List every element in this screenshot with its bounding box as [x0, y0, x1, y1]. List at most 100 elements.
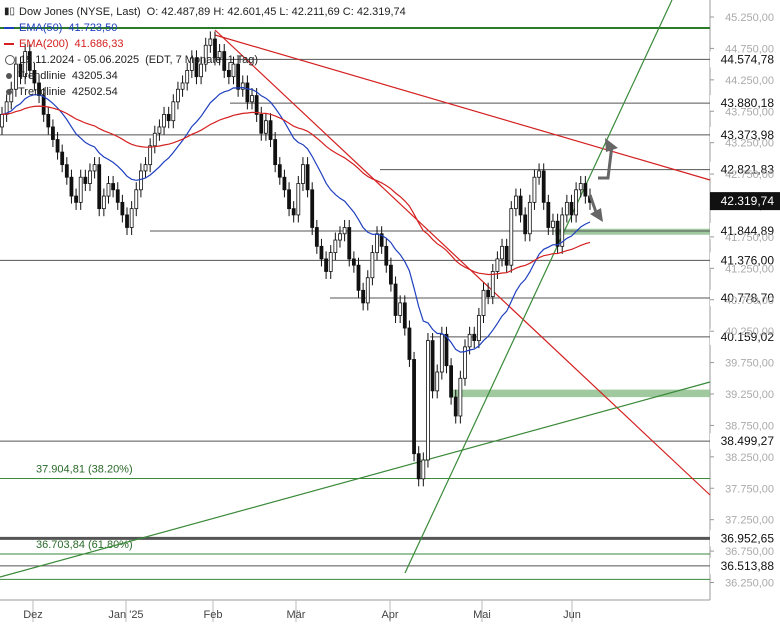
- candle-body: [203, 44, 208, 65]
- x-tick-label: Mai: [473, 609, 491, 621]
- candle-body: [97, 164, 102, 210]
- ema50-line: [1, 86, 591, 353]
- candle-body: [574, 189, 579, 216]
- candle-body: [236, 63, 241, 90]
- candle-body: [176, 88, 180, 103]
- candle-body: [333, 239, 338, 254]
- candle-body: [314, 227, 319, 247]
- trendlines: [0, 0, 711, 578]
- candle-body: [69, 176, 74, 197]
- candle-body: [46, 113, 51, 128]
- y-tick-label: 36.750,00: [725, 546, 774, 558]
- candle-body: [240, 82, 245, 90]
- candle-body: [402, 302, 407, 329]
- legend-trend2-row: Trendlinie 42502.54: [4, 84, 406, 100]
- candle-body: [277, 164, 282, 178]
- candle-body: [578, 183, 583, 191]
- candle-body: [416, 453, 421, 480]
- ema200-swatch-icon: [4, 43, 14, 45]
- legend-ema50-row: EMA(50) 41.723,50: [4, 20, 406, 36]
- candle-body: [375, 233, 379, 254]
- candle-body: [569, 201, 574, 216]
- candle-body: [389, 264, 393, 285]
- support-zone: [555, 228, 710, 235]
- candle-body: [282, 176, 287, 191]
- candle-body: [152, 132, 157, 147]
- price-level-label: 36.952,65: [721, 531, 775, 545]
- candle-body: [514, 195, 518, 210]
- price-level-label-bg: [710, 161, 780, 178]
- ema50-label: EMA(50): [19, 22, 63, 34]
- legend-ema200-row: EMA(200) 41.686,33: [4, 36, 406, 52]
- instrument-title: Dow Jones (NYSE, Last): [19, 6, 141, 18]
- arrow-down-head-icon: [590, 208, 603, 222]
- candle-body: [370, 252, 375, 279]
- price-level-label: 36.513,88: [721, 559, 775, 573]
- ema50-swatch-icon: [4, 27, 14, 29]
- candle-body: [55, 139, 60, 153]
- candle-body: [365, 277, 370, 304]
- candle-body: [453, 396, 458, 417]
- candle-body: [435, 371, 440, 392]
- candle-body: [180, 82, 185, 90]
- candle-body: [60, 151, 65, 166]
- candle-body: [13, 63, 18, 90]
- price-level-label: 42.821,83: [721, 163, 775, 177]
- last-price-bg: [710, 192, 780, 211]
- price-level-label-bg: [710, 557, 780, 574]
- candle-body: [430, 340, 435, 392]
- candle-body: [148, 145, 153, 166]
- candle-body: [324, 258, 328, 272]
- candle-body: [171, 101, 176, 122]
- candle-body: [486, 289, 491, 298]
- legend-title-row: ▮▯ Dow Jones (NYSE, Last) O: 42.487,89 H…: [4, 4, 406, 20]
- price-level-label-bg: [710, 289, 780, 306]
- candle-body: [166, 113, 171, 122]
- candle-body: [129, 208, 134, 228]
- price-level-label: 41.376,00: [721, 253, 775, 267]
- price-level-label: 41.844,89: [721, 224, 775, 238]
- ema200-value: 41.686,33: [74, 38, 124, 50]
- candle-body: [83, 176, 88, 184]
- candlestick-icon: ▮▯: [4, 6, 16, 17]
- price-level-label: 43.880,18: [721, 96, 775, 110]
- candle-body: [259, 113, 264, 134]
- candle-body: [356, 264, 361, 291]
- candle-body: [476, 315, 481, 341]
- candle-body: [291, 208, 296, 216]
- candlesticks: [0, 31, 592, 487]
- candle-body: [384, 245, 389, 266]
- candle-body: [421, 459, 426, 480]
- candle-body: [342, 227, 347, 235]
- candle-body: [412, 359, 416, 455]
- candle-body: [509, 208, 514, 266]
- candle-body: [64, 164, 69, 178]
- candle-body: [500, 245, 504, 260]
- candle-body: [226, 70, 231, 78]
- price-level-label-bg: [710, 433, 780, 450]
- y-tick-label: 41.250,00: [725, 263, 774, 275]
- x-tick-label: Dez: [23, 609, 43, 621]
- y-tick-label: 41.750,00: [725, 232, 774, 244]
- candle-body: [467, 333, 472, 348]
- candle-body: [18, 63, 23, 78]
- candle-body: [115, 189, 120, 203]
- candle-body: [162, 113, 166, 128]
- price-level-label-bg: [710, 328, 780, 345]
- candle-body: [92, 164, 97, 172]
- ema200-line: [1, 105, 591, 276]
- period-range: 19.11.2024 - 05.06.2025: [20, 54, 140, 66]
- y-tick-label: 45.250,00: [725, 12, 774, 24]
- ohlc-values: O: 42.487,89 H: 42.601,45 L: 42.211,69 C…: [146, 6, 406, 18]
- candle-body: [37, 82, 41, 96]
- legend-period-row: 19.11.2024 - 05.06.2025 (EDT, 7 Monate, …: [4, 52, 406, 68]
- horizontal-levels: 44.574,78 43.880,18 43.373,98 42.821,83 41.8…: [0, 26, 780, 574]
- candle-body: [268, 120, 273, 140]
- candle-body: [560, 214, 565, 247]
- last-price-label: 42.319,74: [721, 194, 775, 208]
- ema200-label: EMA(200): [19, 38, 69, 50]
- candle-body: [439, 333, 444, 373]
- x-tick-label: Apr: [381, 609, 398, 621]
- candle-body: [537, 170, 541, 178]
